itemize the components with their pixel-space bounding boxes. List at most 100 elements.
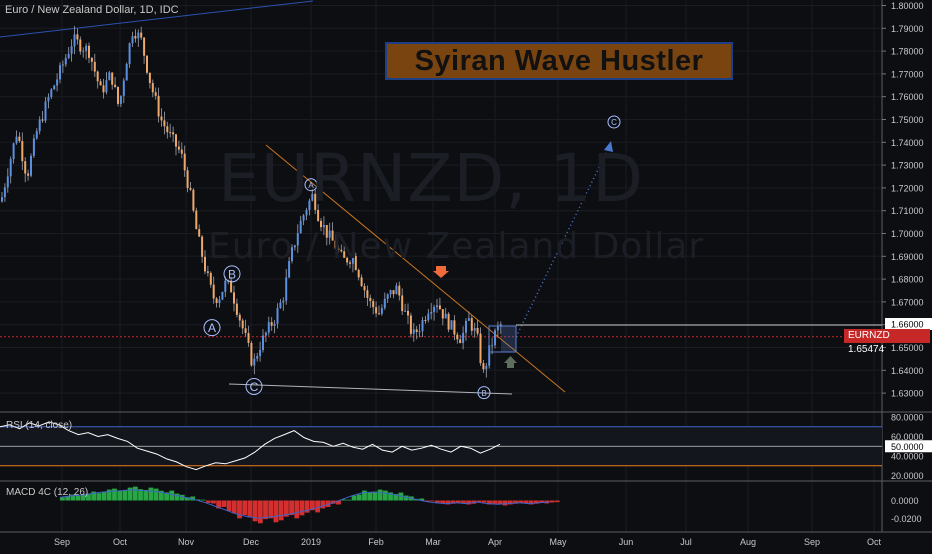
macd-bar [122,489,128,501]
candle-body [146,55,148,73]
current-range-box [488,325,517,353]
candle-body [206,271,209,273]
candle-body [354,255,357,270]
candle-body [38,119,41,132]
candle-body [346,257,349,263]
macd-bar [351,495,357,501]
macd-bar [169,490,175,501]
sell-arrow [433,266,449,278]
candle-body [102,85,105,93]
candle-body [296,233,299,246]
time-tick-label: Apr [488,537,502,547]
candle-body [143,37,146,56]
candle-body [392,290,395,295]
candle-body [56,79,59,86]
macd-bar [549,500,555,503]
macd-bar [273,500,279,523]
macd-bar [388,492,393,501]
candle-body [233,292,235,304]
macd-bar [237,500,242,519]
macd-bar [502,500,508,506]
price-tick-label: 1.70000 [891,229,924,239]
candle-body [311,193,314,201]
candle-body [383,298,386,309]
price-tick-label: 1.72000 [891,183,924,193]
candle-body [90,57,93,62]
candle-body [186,170,189,189]
macd-bar [96,493,102,501]
price-tick-label: 1.63000 [891,389,924,399]
macd-pane-label[interactable]: MACD 4C (12, 26) [6,487,89,498]
macd-bar [435,500,440,503]
macd-bar [356,494,362,501]
macd-bar [138,489,143,501]
candle-body [122,80,125,96]
candle-body [386,294,389,299]
macd-bar [466,500,472,505]
macd-bar [476,500,482,503]
price-tick-label: 1.65000 [891,343,924,353]
candle-body [375,307,378,314]
candle-body [427,313,430,321]
macd-bar [101,491,107,501]
wave-label-circle [304,178,318,192]
candle-body [82,50,85,52]
macd-bar [492,500,498,504]
candle-body [172,132,175,135]
wave-labels: A B C A B C [203,115,621,400]
wave-label-circle [223,265,241,283]
candle-body [479,333,482,364]
price-tick-label: 1.71000 [891,206,924,216]
candle-body [262,335,264,350]
symbol-header[interactable]: Euro / New Zealand Dollar, 1D, IDC [5,4,179,16]
current-range-fill [501,326,516,352]
candle-body [6,176,9,188]
macd-bar [132,486,138,501]
macd-bar [299,500,305,516]
candle-body [148,72,151,83]
candle-body [67,53,70,58]
annotation-title-box[interactable]: Syiran Wave Hustler [385,42,733,80]
macd-bar [247,500,253,518]
watermark-name: Euro / New Zealand Dollar [208,226,705,267]
macd-bar [419,498,425,501]
macd-bar [481,500,487,503]
candle-body [128,43,131,65]
candle-body [328,230,331,238]
candle-body [180,149,183,154]
candle-body [204,256,206,272]
candle-body [99,81,102,86]
macd-signal-line [59,489,550,519]
support-line [228,383,513,395]
macd-bar [330,500,336,504]
candle-body [215,298,218,304]
candle-body [79,39,82,52]
macd-bar [86,493,91,501]
candle-body [241,320,244,329]
candle-body [238,314,241,321]
macd-bar [106,489,112,501]
macd-bar [304,500,310,513]
candle-body [401,295,404,312]
macd-bar [393,494,399,501]
candle-body [224,280,227,292]
candle-body [41,119,44,121]
candle-body [349,262,351,264]
wave-label-circle [607,115,621,129]
candle-body [96,71,99,82]
watermark-symbol: EURNZD, 1D [218,140,645,217]
macd-bar [554,500,560,503]
candle-body [21,141,24,162]
macd-bar [336,500,341,505]
macd-bar [153,488,159,501]
candle-body [453,320,456,335]
macd-bar [424,500,430,502]
rsi-pane-label[interactable]: RSI (14, close) [6,420,73,431]
candle-body [360,277,363,287]
macd-bar [445,500,451,505]
price-tag-value: 1.65474 [848,344,885,355]
macd-bar [320,500,326,509]
candle-body [291,247,293,262]
